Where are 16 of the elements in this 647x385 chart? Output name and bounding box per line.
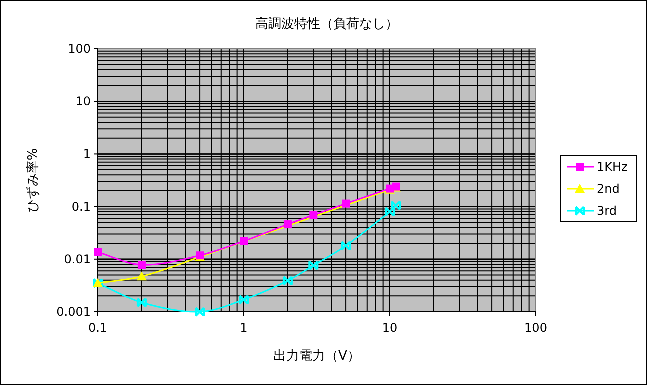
y-tick-label: 0.001	[56, 305, 91, 319]
chart-title: 高調波特性（負荷なし）	[256, 16, 398, 32]
y-axis-title: ひずみ率%	[25, 148, 41, 213]
y-tick-label: 100	[68, 42, 91, 56]
x-tick-label: 0.1	[88, 321, 108, 335]
x-tick-label: 10	[382, 321, 398, 335]
y-tick-label: 1	[83, 147, 91, 162]
y-tick-label: 0.1	[72, 200, 91, 214]
x-tick-label: 100	[524, 321, 548, 335]
x-tick-label: 1	[240, 321, 248, 335]
legend-label: 1KHz	[597, 160, 628, 174]
x-axis-title: 出力電力（V）	[274, 349, 360, 364]
legend-label: 2nd	[597, 182, 620, 196]
legend-label: 3rd	[597, 204, 617, 218]
y-tick-label: 0.01	[64, 252, 91, 266]
y-tick-label: 10	[76, 94, 91, 109]
